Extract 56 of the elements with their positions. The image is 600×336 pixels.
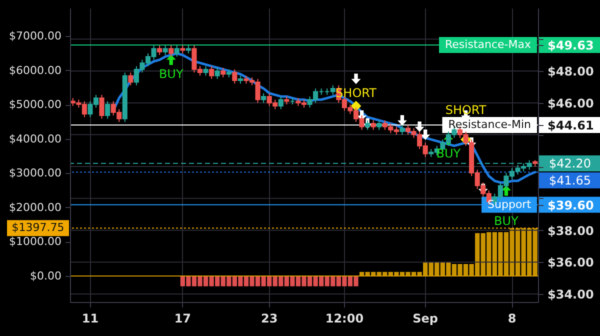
ref-line-label: $1397.75 <box>12 221 64 234</box>
point <box>420 129 430 140</box>
ref-line-label: $41.65 <box>549 173 591 188</box>
candlestick <box>232 68 238 84</box>
ref-line-label: $42.20 <box>549 156 591 170</box>
candlestick <box>99 94 104 120</box>
candlestick <box>370 120 376 130</box>
ref-line-label: Support <box>488 198 532 211</box>
y-tick-label: $44.61 <box>548 118 594 132</box>
data-label: BUY <box>158 66 184 81</box>
y-tick-label: $38.00 <box>548 224 594 238</box>
candlestick <box>220 67 226 78</box>
candlestick <box>105 100 110 120</box>
candlestick <box>400 124 405 136</box>
candlestick <box>174 44 180 58</box>
candlestick <box>209 66 214 80</box>
ref-line-label: Resistance-Min <box>448 118 532 131</box>
x-tick-label: 11 <box>82 312 99 326</box>
candlestick <box>278 96 284 110</box>
point <box>414 121 424 132</box>
candlestick <box>168 44 174 58</box>
y-tick-label: $34.00 <box>548 288 594 302</box>
y-tick-label: $48.00 <box>548 64 594 78</box>
candlestick <box>128 72 134 86</box>
candlestick <box>203 66 208 76</box>
ref-line-label: Resistance-Max <box>445 38 532 51</box>
data-label: BUY <box>436 146 462 160</box>
y2-tick-label: $7000.00 <box>9 29 62 42</box>
y-tick-label: $46.00 <box>548 96 594 110</box>
y-tick-label: $49.63 <box>548 38 594 52</box>
x-tick-label: 8 <box>508 312 516 326</box>
y2-tick-label: $1000.00 <box>9 235 62 248</box>
candlestick <box>214 67 220 80</box>
x-tick-label: 12:00 <box>325 312 364 326</box>
candlestick <box>261 92 266 104</box>
point <box>166 54 176 66</box>
y2-tick-label: $3000.00 <box>9 166 62 180</box>
x-tick-label: Sep <box>412 312 438 326</box>
candlestick <box>162 44 168 56</box>
y2-tick-label: $4000.00 <box>9 132 62 146</box>
point <box>398 115 407 126</box>
point <box>351 74 361 84</box>
data-label: BUY <box>494 214 520 228</box>
y2-tick-label: $6000.00 <box>9 64 62 77</box>
y2-tick-label: $2000.00 <box>9 200 62 214</box>
y2-tick-label: $5000.00 <box>9 98 62 112</box>
x-tick-label: 23 <box>260 312 278 326</box>
y2-tick-label: $0.00 <box>30 270 62 283</box>
y-tick-label: $36.00 <box>548 256 594 270</box>
data-label: SHORT <box>445 102 487 117</box>
candlestick <box>157 44 162 56</box>
candlestick <box>376 120 382 130</box>
point <box>350 100 362 112</box>
y-tick-label: $39.60 <box>548 198 594 212</box>
candlestick <box>365 120 370 130</box>
x-tick-label: 17 <box>174 312 192 326</box>
